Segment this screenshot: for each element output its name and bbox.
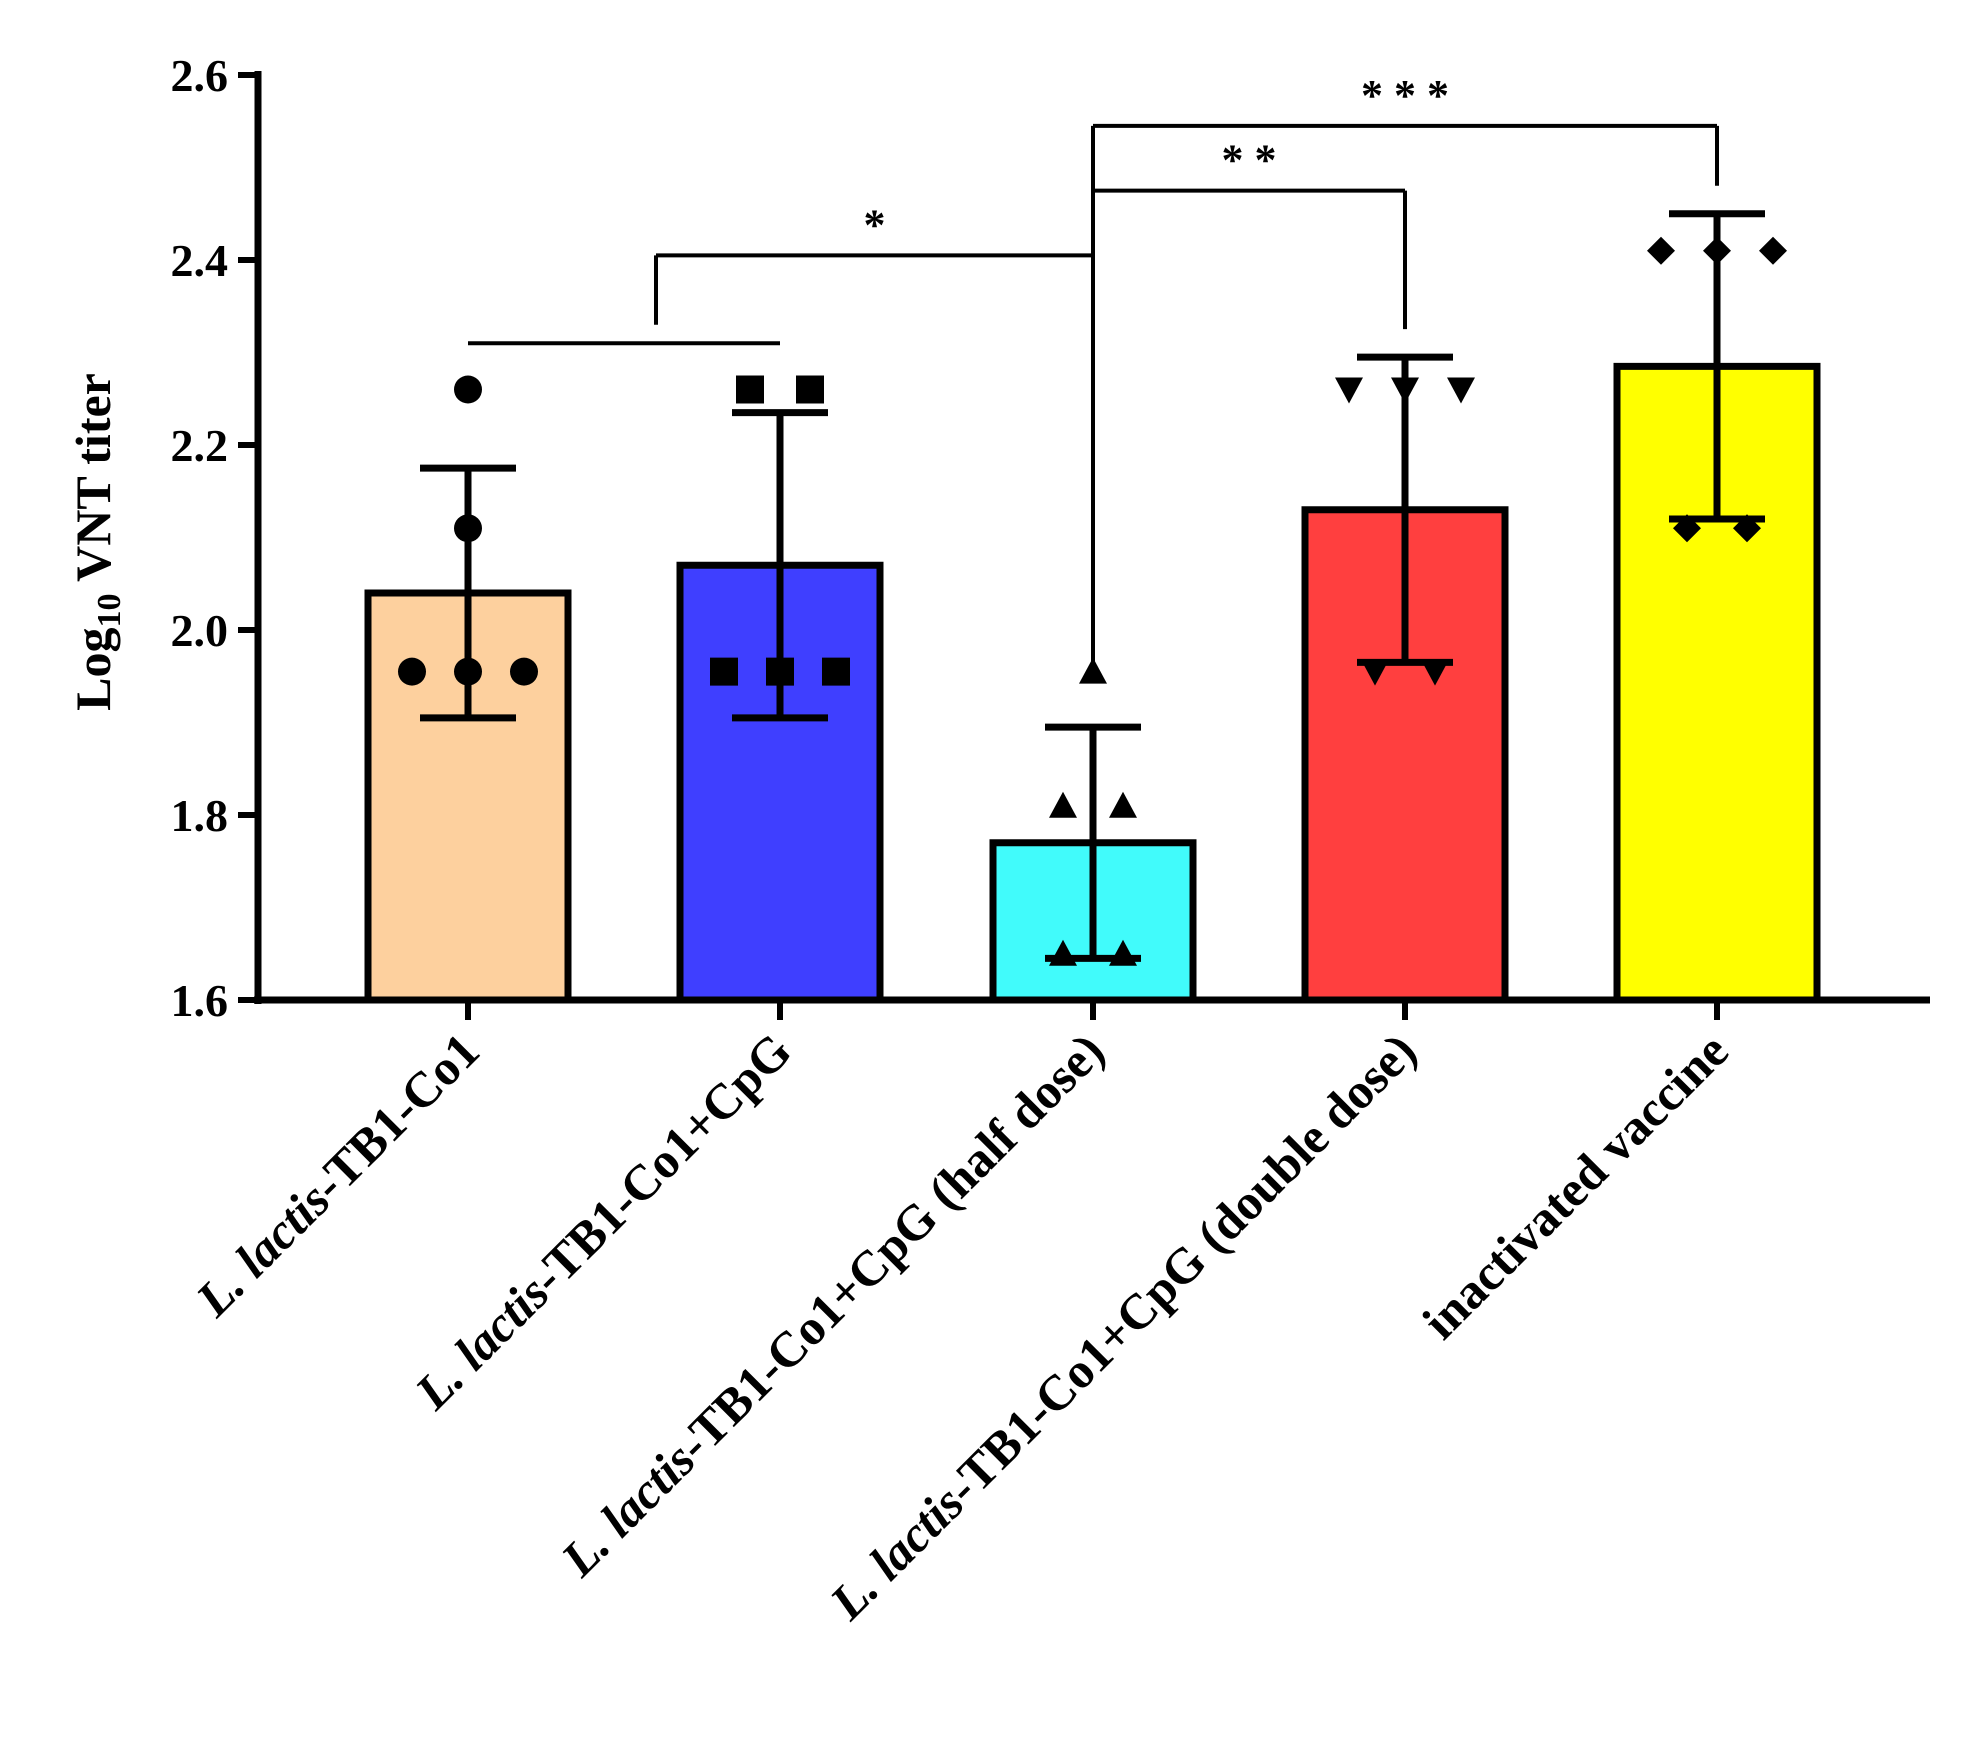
diamond-icon [1647, 236, 1675, 265]
diamond-icon [1759, 236, 1787, 265]
circle-icon [510, 657, 538, 686]
square-icon [796, 375, 824, 404]
x-tick-label-italic: L. lactis [403, 1264, 559, 1420]
x-tick-label-italic: L. lactis [818, 1475, 974, 1631]
x-tick-label-text: -TB1-Co1 [301, 1022, 490, 1211]
triangle-down-icon [1361, 659, 1389, 686]
points-layer [398, 236, 1787, 966]
y-tick-label: 2.6 [171, 50, 229, 101]
triangle-down-icon [1335, 377, 1363, 404]
x-tick-label: L. lactis-TB1-Co1 [184, 1022, 489, 1327]
x-tick-label-italic: L. lactis [550, 1431, 706, 1587]
circle-icon [454, 375, 482, 404]
circle-icon [398, 657, 426, 686]
x-tick-label: L. lactis-TB1-Co1+CpG (half dose) [550, 1022, 1115, 1587]
triangle-down-icon [1447, 377, 1475, 404]
significance-label: * * [1222, 136, 1277, 185]
triangle-up-icon [1049, 791, 1077, 818]
y-tick-label: 2.4 [171, 235, 229, 286]
x-tick-label-text: -TB1-Co1+CpG [520, 1022, 802, 1304]
x-tick-label-text: inactivated vaccine [1411, 1022, 1738, 1349]
square-icon [822, 657, 850, 686]
triangle-down-icon [1421, 659, 1449, 686]
x-tick-label-italic: L. lactis [184, 1171, 340, 1327]
significance-layer: * * * * * * [468, 71, 1719, 677]
error-bars-layer [420, 210, 1765, 962]
y-axis-title-suffix: VNT titer [65, 373, 121, 593]
y-axis-title-subscript: 10 [91, 593, 128, 627]
x-tick-label: inactivated vaccine [1411, 1022, 1738, 1349]
y-tick-label: 1.6 [171, 975, 229, 1026]
y-tick-label: 2.0 [171, 605, 229, 656]
bar [1301, 506, 1509, 1004]
significance-label: * * * [1361, 71, 1449, 120]
x-tick-label: L. lactis-TB1-Co1+CpG (double dose) [818, 1022, 1427, 1631]
y-axis-title-prefix: Log [65, 627, 121, 710]
significance-label: * [864, 200, 886, 249]
square-icon [710, 657, 738, 686]
triangle-up-icon [1109, 791, 1137, 818]
y-axis-title: Log10 VNT titer [65, 373, 128, 711]
square-icon [736, 375, 764, 404]
y-tick-label: 2.2 [171, 420, 229, 471]
y-tick-label: 1.8 [171, 790, 229, 841]
